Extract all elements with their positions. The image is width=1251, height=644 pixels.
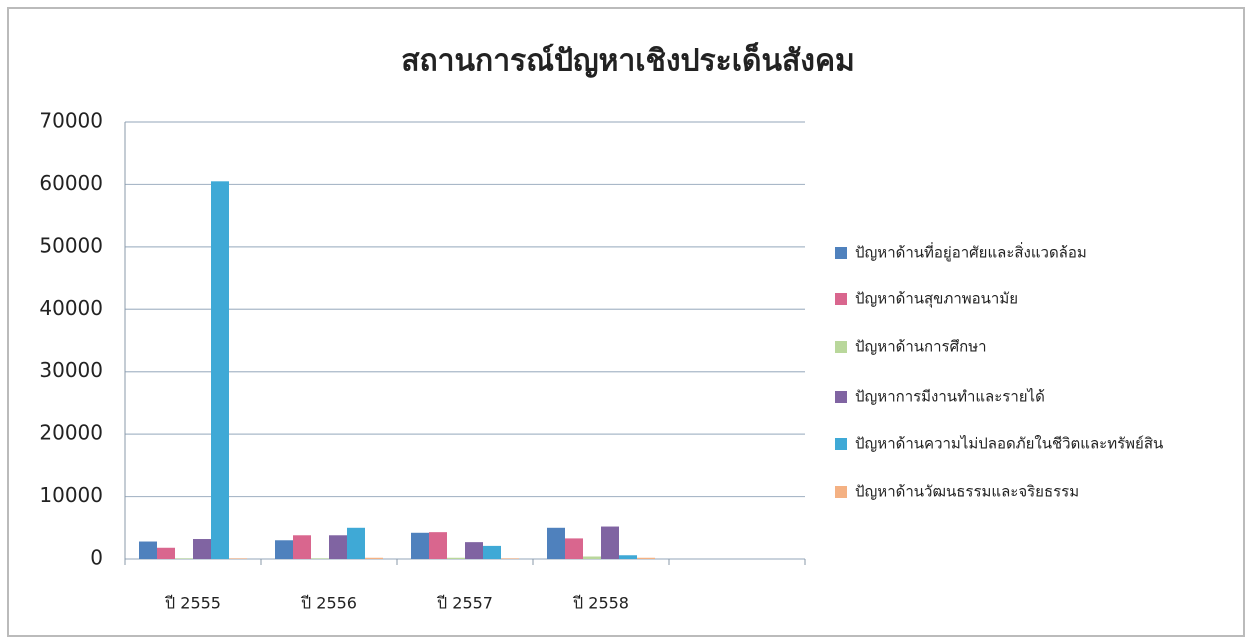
y-tick-label: 70000	[39, 109, 103, 133]
x-tick-label: ปี 2556	[301, 594, 357, 613]
bar	[229, 558, 247, 559]
bar	[193, 539, 211, 559]
y-tick-label: 20000	[39, 421, 103, 445]
bar	[547, 527, 565, 559]
chart-title: สถานการณ์ปัญหาเชิงประเด็นสังคม	[401, 42, 855, 79]
bar	[501, 558, 519, 559]
legend-swatch	[835, 438, 847, 450]
bar	[447, 557, 465, 559]
y-tick-label: 40000	[39, 296, 103, 320]
bar	[583, 556, 601, 559]
legend-swatch	[835, 293, 847, 305]
legend-label: ปัญหาด้านที่อยู่อาศัยและสิ่งแวดล้อม	[855, 242, 1087, 262]
legend-label: ปัญหาด้านการศึกษา	[855, 338, 987, 356]
y-tick-label: 50000	[39, 233, 103, 257]
legend-label: ปัญหาด้านสุขภาพอนามัย	[855, 290, 1018, 309]
bar	[465, 542, 483, 559]
x-tick-label: ปี 2557	[437, 594, 493, 613]
bar	[637, 557, 655, 559]
legend-label: ปัญหาด้านความไม่ปลอดภัยในชีวิตและทรัพย์ส…	[855, 435, 1163, 453]
legend-swatch	[835, 486, 847, 498]
legend-label: ปัญหาด้านวัฒนธรรมและจริยธรรม	[855, 483, 1079, 501]
bar	[311, 558, 329, 559]
bar	[411, 532, 429, 559]
x-tick-label: ปี 2558	[573, 594, 629, 613]
bar	[429, 532, 447, 559]
bar	[275, 540, 293, 559]
y-tick-label: 30000	[39, 358, 103, 382]
bar	[601, 526, 619, 559]
bar	[483, 545, 501, 559]
y-tick-label: 0	[90, 546, 103, 570]
legend-swatch	[835, 391, 847, 403]
bar	[139, 541, 157, 559]
bar	[175, 558, 193, 559]
legend-label: ปัญหาการมีงานทำและรายได้	[855, 388, 1045, 406]
bar	[347, 527, 365, 559]
bar	[211, 181, 229, 560]
bar	[365, 557, 383, 559]
x-tick-label: ปี 2555	[165, 594, 221, 613]
legend-swatch	[835, 341, 847, 353]
y-tick-label: 10000	[39, 483, 103, 507]
y-tick-label: 60000	[39, 171, 103, 195]
bar	[565, 538, 583, 559]
bar	[329, 535, 347, 559]
bar	[293, 535, 311, 559]
legend-swatch	[835, 247, 847, 259]
bar	[157, 547, 175, 559]
bar	[619, 555, 637, 559]
